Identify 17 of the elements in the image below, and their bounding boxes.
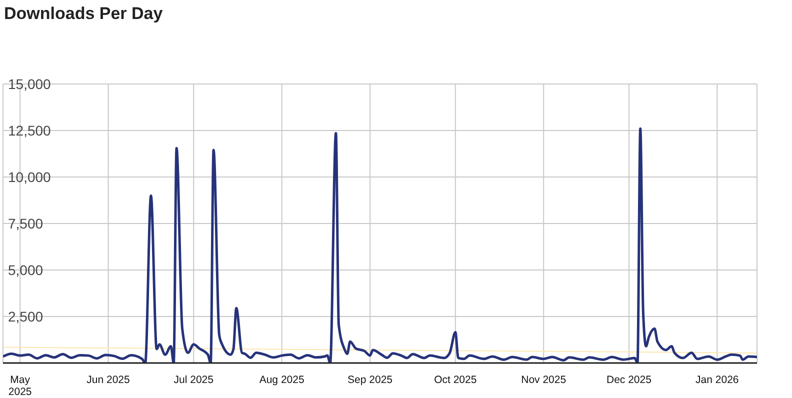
x-tick-label: Jun 2025 <box>86 374 130 386</box>
y-tick-label: 5,000 <box>8 262 44 278</box>
x-tick-label: May 2025 <box>8 374 32 398</box>
y-tick-label: 15,000 <box>8 76 52 92</box>
x-tick-label: Jan 2026 <box>696 374 739 386</box>
x-tick-label: Jul 2025 <box>174 374 214 386</box>
y-tick-label: 2,500 <box>8 308 44 324</box>
x-tick-label: Sep 2025 <box>348 374 393 386</box>
x-tick-label: Dec 2025 <box>606 374 652 386</box>
x-tick-label: Oct 2025 <box>434 374 477 386</box>
y-tick-label: 10,000 <box>8 169 52 185</box>
y-tick-label: 12,500 <box>8 122 52 138</box>
line-series <box>3 127 757 363</box>
y-tick-label: 7,500 <box>8 216 44 232</box>
x-tick-label: Aug 2025 <box>259 374 304 386</box>
x-tick-label: Nov 2025 <box>521 374 566 386</box>
chart-title: Downloads Per Day <box>4 4 163 24</box>
